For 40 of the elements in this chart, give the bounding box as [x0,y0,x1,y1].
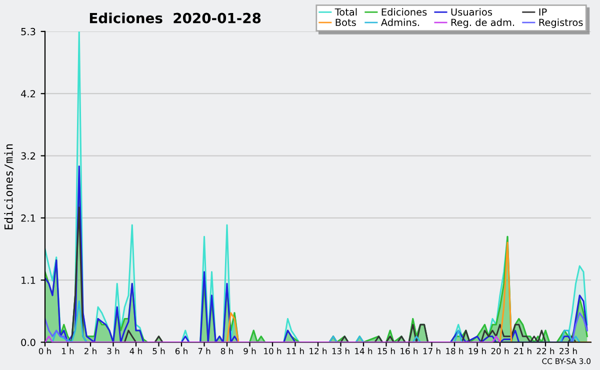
legend-label: Total [334,8,357,16]
legend-label: Bots [336,18,356,26]
x-tick-label: 22 h [536,348,554,354]
y-tick-label: 0.0 [21,338,36,346]
x-tick-label: 14 h [355,348,372,354]
legend-label: Usuarios [451,8,492,16]
x-tick-label: 17 h [423,348,440,354]
x-tick-label: 18 h [446,348,464,354]
x-tick-label: 16 h [400,348,418,354]
x-tick-label: 11 h [286,348,304,354]
legend-label: IP [539,8,547,16]
x-tick-label: 0 h [38,348,51,354]
x-tick-label: 20 h [491,348,509,354]
y-tick-label: 3.2 [21,152,35,160]
x-tick-label: 7 h [198,348,210,354]
x-tick-label: 4 h [130,348,142,354]
x-tick-label: 8 h [220,348,233,354]
x-tick-label: 10 h [264,348,282,354]
x-tick-label: 23 h [560,348,577,354]
y-tick-label: 2.1 [21,214,36,222]
x-tick-label: 19 h [468,348,486,354]
x-tick-label: 5 h [152,348,165,354]
legend-label: Admins. [380,18,419,26]
x-tick-label: 12 h [310,348,327,354]
x-tick-label: 15 h [378,348,395,354]
y-axis-title: Ediciones/min [4,144,14,230]
y-tick-label: 1.1 [22,276,36,284]
y-tick-label: 5.3 [21,28,36,36]
x-tick-label: 2 h [84,348,96,354]
x-tick-label: 13 h [332,348,350,354]
x-tick-label: 1 h [62,348,74,354]
x-tick-label: 3 h [107,348,120,354]
x-tick-label: 9 h [244,348,256,354]
x-tick-label: 21 h [514,348,532,354]
legend-label: Reg. de adm. [451,18,514,28]
chart-title: Ediciones 2020-01-28 [90,12,261,24]
legend-label: Ediciones [382,8,427,16]
x-tick-label: 6 h [175,348,188,354]
y-tick-label: 4.2 [20,90,35,98]
legend-label: Registros [539,18,583,28]
